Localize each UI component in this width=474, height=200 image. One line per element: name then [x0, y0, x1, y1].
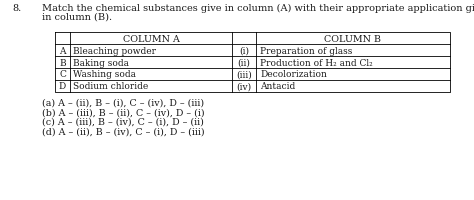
Text: Washing soda: Washing soda	[73, 70, 136, 79]
Text: Production of H₂ and Cl₂: Production of H₂ and Cl₂	[260, 58, 373, 67]
Text: (b) A – (iii), B – (ii), C – (iv), D – (i): (b) A – (iii), B – (ii), C – (iv), D – (…	[42, 108, 205, 117]
Text: D: D	[59, 82, 66, 91]
Text: COLUMN A: COLUMN A	[123, 34, 180, 43]
Text: in column (B).: in column (B).	[42, 13, 112, 22]
Text: C: C	[59, 70, 66, 79]
Text: (d) A – (ii), B – (iv), C – (i), D – (iii): (d) A – (ii), B – (iv), C – (i), D – (ii…	[42, 127, 205, 136]
Text: B: B	[59, 58, 66, 67]
Text: (c) A – (iii), B – (iv), C – (i), D – (ii): (c) A – (iii), B – (iv), C – (i), D – (i…	[42, 117, 204, 126]
Text: (i): (i)	[239, 46, 249, 55]
Text: (iii): (iii)	[236, 70, 252, 79]
Text: Sodium chloride: Sodium chloride	[73, 82, 148, 91]
Text: Baking soda: Baking soda	[73, 58, 129, 67]
Text: 8.: 8.	[12, 4, 21, 13]
Text: A: A	[59, 46, 66, 55]
Text: COLUMN B: COLUMN B	[325, 34, 382, 43]
Text: (a) A – (ii), B – (i), C – (iv), D – (iii): (a) A – (ii), B – (i), C – (iv), D – (ii…	[42, 99, 204, 107]
Text: Decolorization: Decolorization	[260, 70, 327, 79]
Text: Preparation of glass: Preparation of glass	[260, 46, 352, 55]
Text: Antacid: Antacid	[260, 82, 295, 91]
Text: (iv): (iv)	[237, 82, 252, 91]
Text: Match the chemical substances give in column (A) with their appropriate applicat: Match the chemical substances give in co…	[42, 4, 474, 13]
Text: (ii): (ii)	[237, 58, 250, 67]
Text: Bleaching powder: Bleaching powder	[73, 46, 156, 55]
